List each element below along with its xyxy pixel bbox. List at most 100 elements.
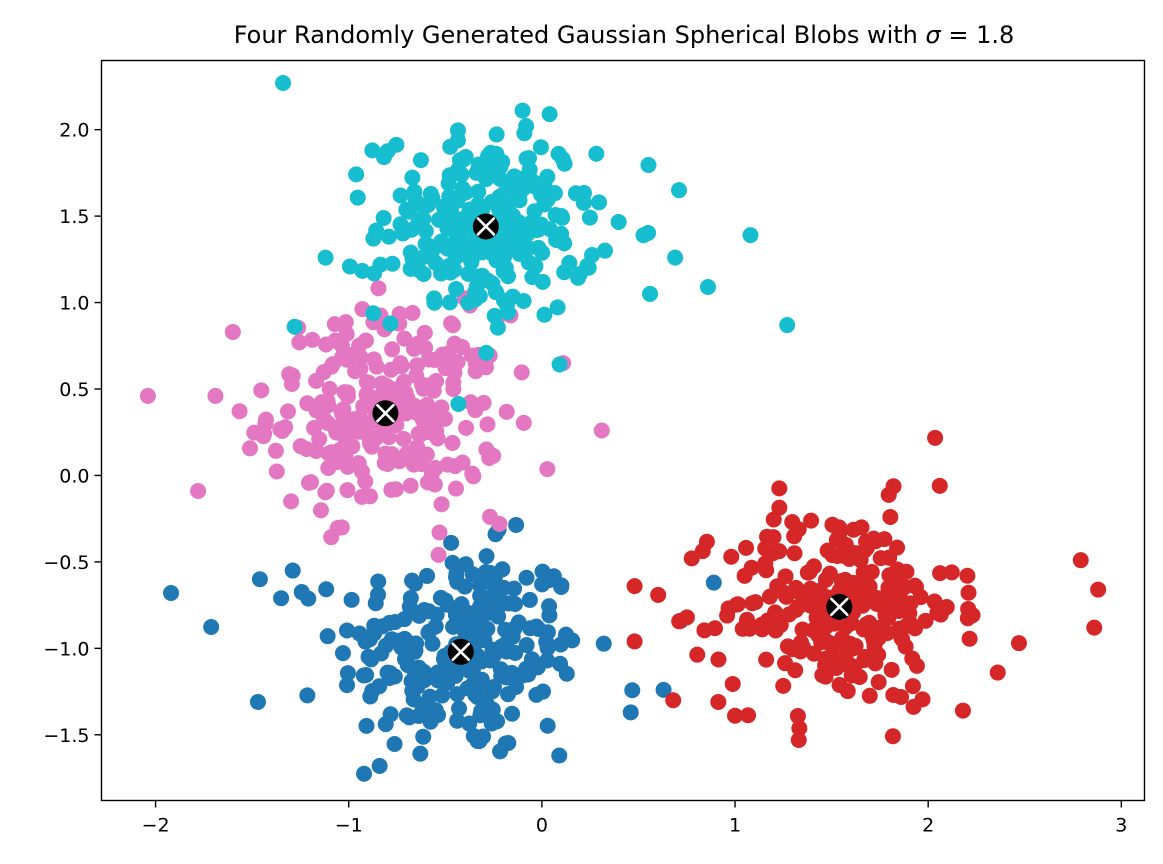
y-tick-label: −0.5 [43,552,89,574]
data-point [904,650,921,667]
data-point [626,578,643,595]
data-point [495,292,512,309]
data-point [883,661,900,678]
data-point [203,619,220,636]
data-point [315,364,332,381]
data-point [855,621,872,638]
data-point [806,593,823,610]
data-point [454,180,471,197]
data-point [441,294,458,311]
data-point [419,567,436,584]
y-axis: −1.5 −1.0 −0.5 0.0 0.5 1.0 1.5 2.0 [43,120,102,747]
data-point [267,442,284,459]
data-point [989,664,1006,681]
data-point [439,456,456,473]
data-point [534,273,551,290]
data-point [882,508,899,525]
data-point [824,516,841,533]
data-point [790,598,807,615]
data-point [765,511,782,528]
data-point [246,424,263,441]
data-point [547,207,564,224]
data-point [443,534,460,551]
data-point [334,645,351,662]
data-point [482,144,499,161]
data-point [375,210,392,227]
data-point [736,567,753,584]
data-point [384,341,401,358]
data-point [253,382,270,399]
data-point [580,259,597,276]
data-point [513,364,530,381]
data-point [960,584,977,601]
data-point [395,430,412,447]
data-point [275,74,292,91]
data-point [489,713,506,730]
data-point [501,218,518,235]
data-point [707,620,724,637]
data-point [771,543,788,560]
data-point [370,573,387,590]
data-point [497,235,514,252]
data-point [286,318,303,335]
data-point [494,153,511,170]
data-point [724,675,741,692]
data-point [901,605,918,622]
data-point [346,413,363,430]
data-point [719,607,736,624]
data-point [429,672,446,689]
data-point [867,533,884,550]
data-point [449,192,466,209]
data-point [339,458,356,475]
data-point [710,693,727,710]
data-point [358,374,375,391]
data-point [897,638,914,655]
data-point [207,387,224,404]
data-point [551,356,568,373]
data-point [381,429,398,446]
data-point [727,707,744,724]
data-point [478,344,495,361]
data-point [462,394,479,411]
data-point [347,363,364,380]
data-point [506,580,523,597]
data-point [729,596,746,613]
data-point [420,624,437,641]
data-point [1072,552,1089,569]
data-point [938,599,955,616]
data-point [292,438,309,455]
data-point [626,633,643,650]
data-point [420,351,437,368]
data-point [452,233,469,250]
data-point [872,550,889,567]
data-point [408,404,425,421]
data-point [447,249,464,266]
data-point [489,319,506,336]
data-point [268,463,285,480]
y-tick-label: 1.0 [59,293,89,315]
data-point [515,292,532,309]
data-point [553,579,570,596]
data-point [528,686,545,703]
data-point [323,444,340,461]
data-point [317,484,334,501]
data-point [518,569,535,586]
cluster-center-marker [472,213,499,240]
data-point [415,210,432,227]
data-point [460,294,477,311]
data-point [757,555,774,572]
x-axis: −2 −1 0 1 2 3 [142,800,1127,837]
data-point [520,150,537,167]
data-point [448,480,465,497]
data-point [491,515,508,532]
data-point [794,621,811,638]
data-point [405,448,422,465]
data-point [1010,635,1027,652]
data-point [839,683,856,700]
data-point [402,477,419,494]
data-point [315,410,332,427]
x-tick-label: 0 [536,815,548,837]
data-point [434,687,451,704]
y-tick-label: 2.0 [59,120,89,142]
